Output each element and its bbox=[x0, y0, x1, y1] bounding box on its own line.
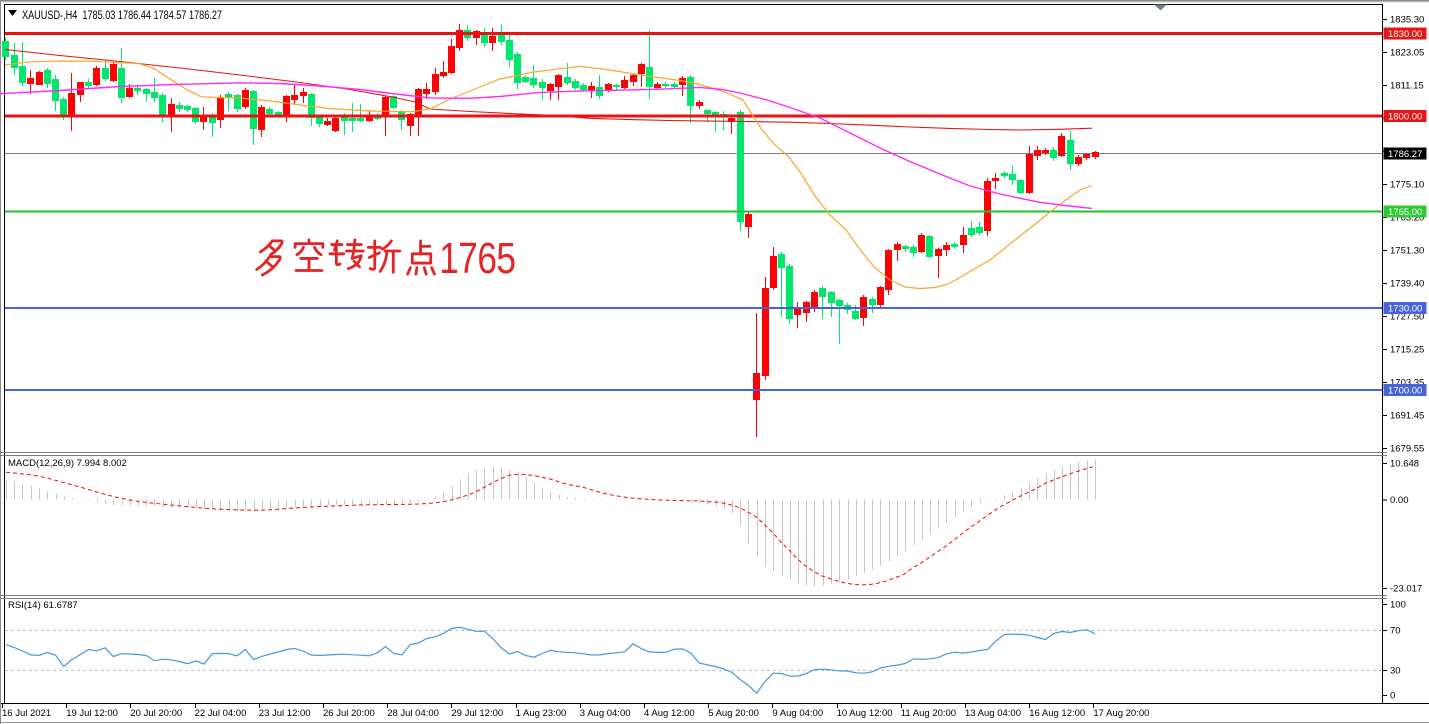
svg-text:1730.00: 1730.00 bbox=[1388, 304, 1422, 315]
svg-text:29 Jul 12:00: 29 Jul 12:00 bbox=[451, 708, 503, 719]
svg-text:0: 0 bbox=[1390, 691, 1395, 702]
svg-text:10.648: 10.648 bbox=[1390, 459, 1419, 470]
svg-text:4 Aug 12:00: 4 Aug 12:00 bbox=[644, 708, 695, 719]
svg-text:1763.20: 1763.20 bbox=[1390, 213, 1424, 224]
svg-text:1 Aug 23:00: 1 Aug 23:00 bbox=[516, 708, 567, 719]
svg-text:MACD(12,26,9) 7.994 8.002: MACD(12,26,9) 7.994 8.002 bbox=[8, 458, 127, 469]
svg-text:RSI(14) 61.6787: RSI(14) 61.6787 bbox=[8, 600, 78, 611]
svg-text:0.00: 0.00 bbox=[1390, 495, 1409, 506]
svg-text:19 Jul 12:00: 19 Jul 12:00 bbox=[66, 708, 118, 719]
svg-text:28 Jul 04:00: 28 Jul 04:00 bbox=[387, 708, 439, 719]
svg-text:10 Aug 12:00: 10 Aug 12:00 bbox=[837, 708, 893, 719]
svg-text:26 Jul 20:00: 26 Jul 20:00 bbox=[323, 708, 375, 719]
svg-text:1691.45: 1691.45 bbox=[1390, 411, 1424, 422]
svg-text:3 Aug 04:00: 3 Aug 04:00 bbox=[580, 708, 631, 719]
svg-text:5 Aug 20:00: 5 Aug 20:00 bbox=[708, 708, 759, 719]
svg-text:1715.25: 1715.25 bbox=[1390, 345, 1424, 356]
svg-text:16 Jul 2021: 16 Jul 2021 bbox=[2, 708, 51, 719]
svg-text:1765.00: 1765.00 bbox=[1388, 207, 1422, 218]
svg-text:1751.30: 1751.30 bbox=[1390, 246, 1424, 257]
svg-text:30: 30 bbox=[1390, 666, 1401, 677]
svg-text:-23.017: -23.017 bbox=[1390, 584, 1422, 595]
svg-text:1739.40: 1739.40 bbox=[1390, 279, 1424, 290]
svg-text:1700.00: 1700.00 bbox=[1388, 386, 1422, 397]
svg-text:70: 70 bbox=[1390, 626, 1401, 637]
svg-text:20 Jul 20:00: 20 Jul 20:00 bbox=[130, 708, 182, 719]
svg-text:1823.05: 1823.05 bbox=[1390, 48, 1424, 59]
svg-text:1830.00: 1830.00 bbox=[1388, 29, 1422, 40]
svg-text:1800.00: 1800.00 bbox=[1388, 112, 1422, 123]
svg-text:100: 100 bbox=[1390, 600, 1406, 611]
svg-text:9 Aug 04:00: 9 Aug 04:00 bbox=[772, 708, 823, 719]
svg-text:1703.35: 1703.35 bbox=[1390, 378, 1424, 389]
svg-text:1811.15: 1811.15 bbox=[1390, 81, 1424, 92]
svg-text:1727.50: 1727.50 bbox=[1390, 312, 1424, 323]
svg-text:16 Aug 12:00: 16 Aug 12:00 bbox=[1029, 708, 1085, 719]
svg-text:1765: 1765 bbox=[439, 234, 516, 283]
svg-text:13 Aug 04:00: 13 Aug 04:00 bbox=[965, 708, 1021, 719]
svg-text:17 Aug 20:00: 17 Aug 20:00 bbox=[1093, 708, 1149, 719]
svg-text:11 Aug 20:00: 11 Aug 20:00 bbox=[901, 708, 956, 719]
svg-text:XAUUSD-,H4 1785.03 1786.44 17: XAUUSD-,H4 1785.03 1786.44 1784.57 1786.… bbox=[22, 10, 222, 22]
svg-text:1775.10: 1775.10 bbox=[1390, 180, 1424, 191]
svg-text:1786.27: 1786.27 bbox=[1388, 149, 1422, 160]
svg-text:1835.30: 1835.30 bbox=[1390, 15, 1424, 26]
svg-text:22 Jul 04:00: 22 Jul 04:00 bbox=[195, 708, 247, 719]
svg-text:23 Jul 12:00: 23 Jul 12:00 bbox=[259, 708, 311, 719]
svg-text:1679.55: 1679.55 bbox=[1390, 444, 1424, 455]
